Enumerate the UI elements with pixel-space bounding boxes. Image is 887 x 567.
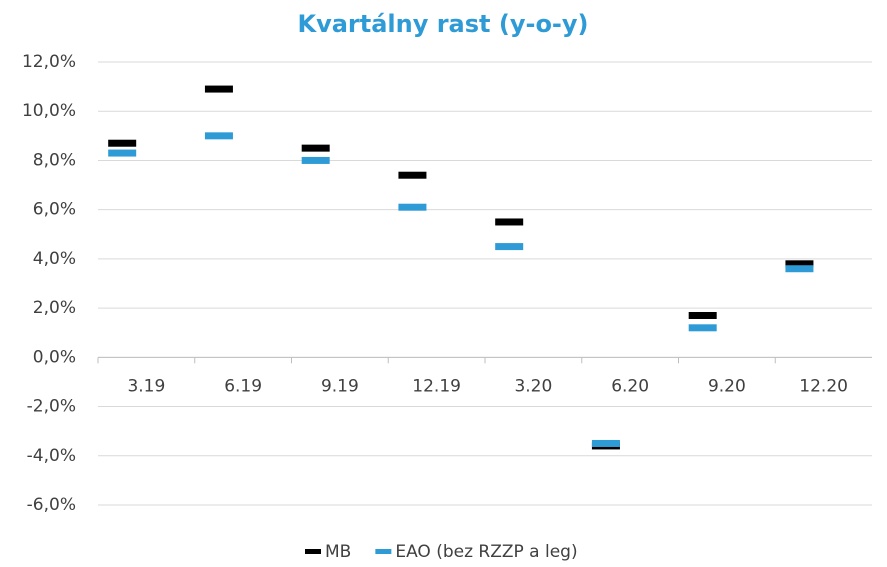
y-tick-label: -4,0%	[27, 446, 76, 466]
dash-marker	[398, 203, 427, 211]
y-tick-label: -2,0%	[27, 397, 76, 417]
dash-marker	[108, 149, 137, 157]
dash-marker	[688, 311, 717, 319]
x-tick-label: 6.19	[224, 376, 262, 396]
y-tick-label: 6,0%	[33, 200, 76, 220]
dash-marker	[591, 439, 620, 447]
y-tick-label: 4,0%	[33, 249, 76, 269]
dash-marker	[785, 265, 814, 273]
dash-marker	[495, 218, 524, 226]
dash-marker	[495, 243, 524, 251]
dash-marker	[688, 324, 717, 332]
x-tick-label: 3.19	[127, 376, 165, 396]
x-tick-label: 3.20	[514, 376, 552, 396]
dash-marker	[204, 85, 233, 93]
x-tick-label: 12.20	[799, 376, 848, 396]
dash-marker	[785, 260, 814, 268]
dash-marker	[301, 144, 330, 152]
y-tick-label: -6,0%	[27, 495, 76, 515]
dash-marker	[108, 139, 137, 147]
legend-label: MB	[325, 542, 351, 562]
legend-swatch	[305, 549, 321, 554]
y-tick-label: 0,0%	[33, 347, 76, 367]
legend-swatch	[375, 549, 392, 554]
dash-marker	[204, 132, 233, 140]
x-tick-label: 9.19	[321, 376, 359, 396]
chart-title: Kvartálny rast (y-o-y)	[297, 10, 588, 38]
dash-marker	[301, 156, 330, 164]
y-tick-label: 2,0%	[33, 298, 76, 318]
y-tick-label: 10,0%	[22, 101, 76, 121]
dash-marker	[398, 171, 427, 179]
x-tick-label: 9.20	[708, 376, 746, 396]
x-tick-label: 12.19	[412, 376, 461, 396]
y-tick-label: 12,0%	[22, 52, 76, 72]
legend-label: EAO (bez RZZP a leg)	[395, 542, 577, 562]
x-tick-label: 6.20	[611, 376, 649, 396]
y-tick-label: 8,0%	[33, 150, 76, 170]
